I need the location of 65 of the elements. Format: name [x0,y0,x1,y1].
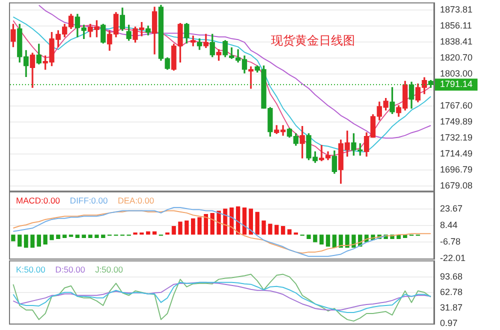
text: D:50.00 [55,264,86,275]
text: K:50.00 [16,264,46,275]
y-tick-label: 1803.00 [440,68,473,78]
bar [43,234,48,244]
bar [101,234,106,238]
text: MACD:0.00 [16,195,60,206]
y-tick-label: -22.01 [440,252,466,263]
bar [62,234,67,238]
bar [280,225,286,234]
bar [210,212,214,234]
y-tick-label: 8.44 [440,219,458,230]
bar [268,223,272,234]
bar [197,216,202,234]
y-tick-label: 62.78 [440,286,463,297]
ref-line-label: 1791.14 [440,79,473,90]
bar [248,208,253,234]
bar [204,214,208,234]
y-tick-label: 0.97 [440,318,458,328]
y-tick-label: 1696.79 [440,164,473,174]
y-tick-label: 23.67 [440,202,463,213]
bar [306,234,311,239]
bar [184,220,189,234]
bar [352,234,356,248]
y-tick-label: 1714.49 [440,148,473,158]
y-tick-label: 31.87 [440,302,463,313]
y-tick-label: 1873.81 [440,4,473,14]
bar [255,211,260,234]
bar [11,234,16,241]
bar [223,208,228,234]
bar [178,221,182,234]
bar [326,234,330,246]
bar [88,234,92,238]
y-tick-label: 1679.08 [440,180,473,190]
y-tick-label: 1732.19 [440,132,473,142]
y-tick-label: 1749.89 [440,116,473,126]
bar [216,210,221,234]
y-tick-label: -6.78 [440,236,461,246]
y-tick-label: 93.68 [440,271,463,282]
bar [313,234,318,242]
y-tick-label: 1767.60 [440,100,473,110]
y-tick-label: 1856.11 [440,20,472,30]
bar [94,234,99,238]
bar [50,234,54,240]
bar [262,220,266,234]
bar [172,225,176,234]
bar [242,207,247,234]
series-label: J:50.00 [95,264,124,275]
bar [56,234,60,239]
bar [36,234,41,246]
bar [332,234,337,248]
bar [82,234,86,238]
bar [191,218,196,234]
bar [319,234,324,244]
bar [274,224,279,234]
bar [24,234,28,248]
y-tick-label: 1838.41 [440,36,473,46]
bar [18,234,22,246]
bar [75,234,80,238]
series-label: DIFF:0.00 [70,195,108,206]
series-label: DEA:0.00 [118,195,154,206]
bar [30,234,35,248]
bar [345,234,350,248]
annotation: 现货黄金日线图 [270,34,355,48]
bar [287,228,292,234]
y-tick-label: 1820.70 [440,52,473,62]
